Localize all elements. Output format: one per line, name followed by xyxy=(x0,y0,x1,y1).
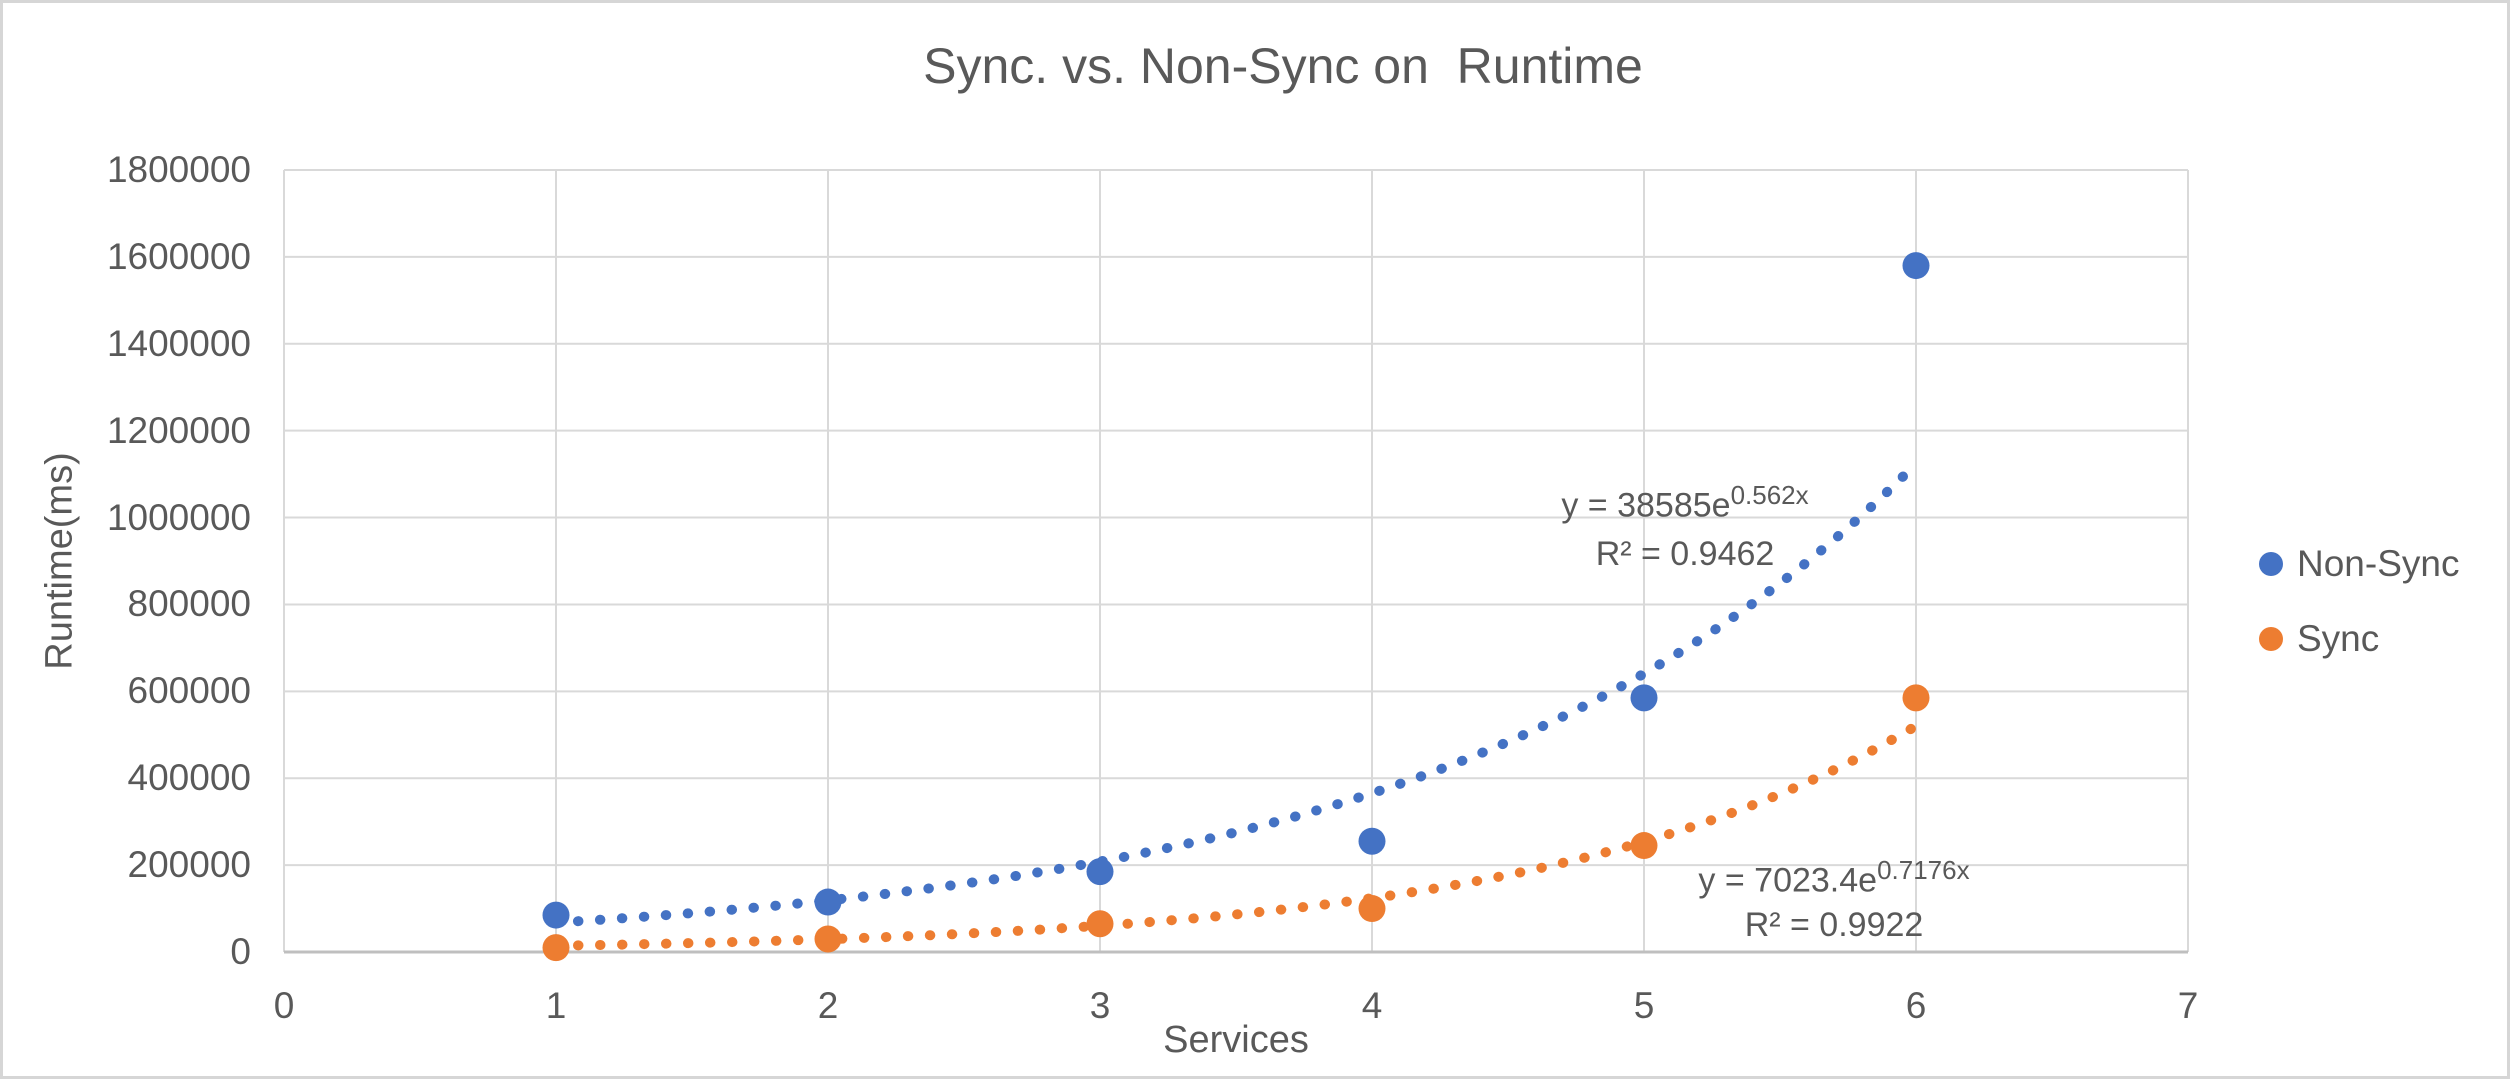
equation-exponent-sync: 0.7176x xyxy=(1877,855,1970,885)
equation-line-sync: y = 7023.4e0.7176x xyxy=(1698,855,1970,900)
y-tick-label-200000: 200000 xyxy=(127,844,251,886)
x-tick-label-3: 3 xyxy=(1089,985,1111,1026)
y-tick-label-1800000: 1800000 xyxy=(106,149,251,190)
sync-point-x2 xyxy=(814,925,842,953)
legend-label-non-sync: Non-Sync xyxy=(2297,543,2460,584)
trendline-sync xyxy=(551,720,1921,951)
y-tick-label-1600000: 1600000 xyxy=(106,235,251,277)
equation-exponent-non-sync: 0.562x xyxy=(1730,480,1809,510)
legend-label-sync: Sync xyxy=(2297,618,2380,659)
x-tick-label-2: 2 xyxy=(817,985,839,1026)
x-tick-label-7: 7 xyxy=(2177,985,2199,1026)
y-axis-title: Runtime(ms) xyxy=(38,452,81,670)
y-tick-label-1000000: 1000000 xyxy=(106,496,251,538)
x-tick-label-1: 1 xyxy=(545,985,567,1026)
sync-point-x5 xyxy=(1630,832,1658,860)
r-squared-sync: R² = 0.9922 xyxy=(1744,906,1924,945)
x-tick-label-5: 5 xyxy=(1633,985,1655,1026)
r-squared-non-sync: R² = 0.9462 xyxy=(1595,535,1775,574)
legend-marker-sync-icon xyxy=(2259,627,2283,651)
y-tick-label-1200000: 1200000 xyxy=(106,409,251,451)
non-sync-point-x4 xyxy=(1358,827,1386,855)
trendline-equation-sync: y = 7023.4e0.7176x R² = 0.9922 xyxy=(1698,848,1969,948)
legend-marker-non-sync-icon xyxy=(2259,552,2283,576)
legend-item-non-sync[interactable]: Non-Sync xyxy=(2259,542,2459,586)
non-sync-point-x1 xyxy=(542,901,570,929)
y-tick-label-1400000: 1400000 xyxy=(106,322,251,364)
non-sync-point-x5 xyxy=(1630,684,1658,712)
non-sync-point-x6 xyxy=(1902,252,1930,280)
y-tick-label-400000: 400000 xyxy=(127,757,251,799)
equation-line-non-sync: y = 38585e0.562x xyxy=(1561,480,1809,525)
non-sync-point-x2 xyxy=(814,888,842,916)
trendline-non-sync xyxy=(551,458,1921,928)
sync-point-x3 xyxy=(1086,910,1114,938)
legend-item-sync[interactable]: Sync xyxy=(2259,617,2459,661)
legend: Non-Sync Sync xyxy=(2259,542,2459,692)
y-tick-label-800000: 800000 xyxy=(127,583,251,625)
y-tick-label-600000: 600000 xyxy=(127,670,251,712)
chart-title: Sync. vs. Non-Sync on Runtime xyxy=(923,38,1643,94)
non-sync-point-x3 xyxy=(1086,858,1114,886)
y-tick-label-0: 0 xyxy=(230,931,251,972)
sync-point-x1 xyxy=(542,934,570,962)
x-tick-label-4: 4 xyxy=(1361,985,1383,1026)
x-tick-label-6: 6 xyxy=(1905,985,1927,1026)
sync-point-x4 xyxy=(1358,895,1386,923)
sync-point-x6 xyxy=(1902,684,1930,712)
plot-area xyxy=(283,169,2189,962)
x-axis-title: Services xyxy=(1163,1019,1309,1061)
trendline-equation-non-sync: y = 38585e0.562x R² = 0.9462 xyxy=(1561,471,1808,579)
x-tick-label-0: 0 xyxy=(273,985,295,1026)
